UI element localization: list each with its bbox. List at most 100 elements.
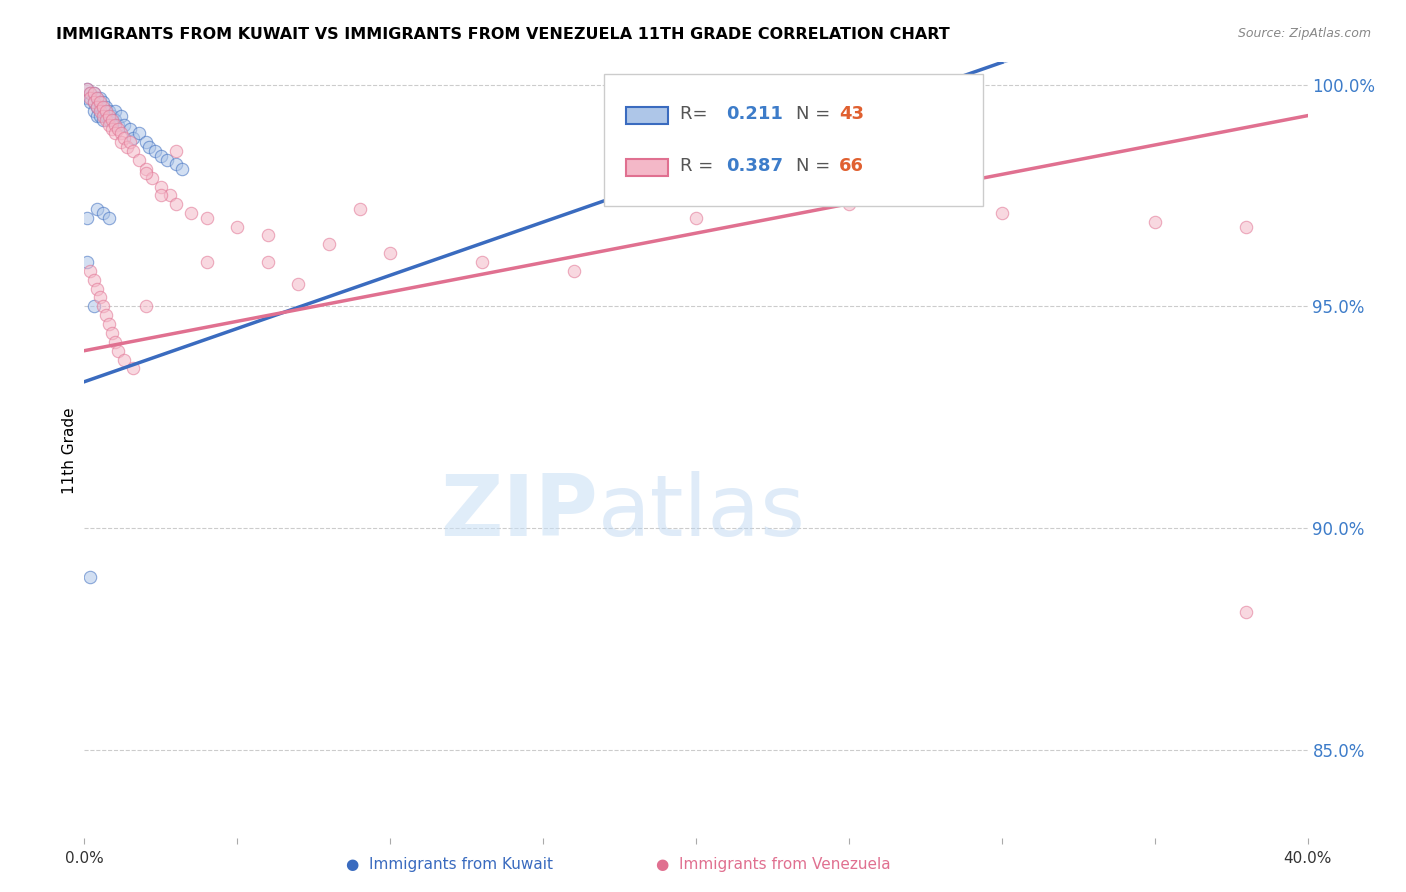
Point [94, 113, 117, 128]
Point [112, 118, 135, 132]
Point [76, 91, 98, 105]
Point [991, 206, 1014, 220]
Text: ZIP: ZIP [440, 471, 598, 554]
Point [83, 87, 105, 101]
Point [135, 135, 157, 149]
Point [195, 255, 218, 269]
Point [141, 170, 163, 185]
Point [97, 118, 120, 132]
Point [471, 255, 494, 269]
Point [149, 188, 172, 202]
Point [91, 104, 114, 119]
Point [76, 82, 98, 96]
Point [79, 87, 101, 101]
Point [685, 211, 707, 225]
Point [135, 166, 157, 180]
Point [149, 179, 172, 194]
Point [97, 104, 120, 119]
Point [101, 113, 124, 128]
Text: R=: R= [681, 105, 713, 123]
Point [226, 219, 249, 234]
Point [120, 122, 142, 136]
Point [89, 100, 111, 114]
Point [110, 127, 132, 141]
Point [86, 100, 108, 114]
Point [156, 153, 179, 167]
Point [91, 109, 114, 123]
Point [101, 326, 124, 340]
Point [86, 202, 108, 216]
Point [94, 104, 117, 119]
Point [318, 237, 340, 252]
Point [122, 131, 145, 145]
Point [135, 161, 157, 176]
Point [838, 197, 860, 211]
Point [101, 122, 124, 136]
Point [159, 188, 181, 202]
Point [104, 334, 127, 349]
Point [104, 113, 127, 128]
Point [107, 343, 129, 358]
Point [1236, 605, 1258, 619]
FancyBboxPatch shape [605, 74, 983, 206]
Point [89, 104, 111, 119]
Text: N =: N = [796, 157, 831, 176]
Point [101, 109, 124, 123]
Point [79, 95, 101, 110]
Point [83, 273, 105, 287]
Text: ●  Immigrants from Venezuela: ● Immigrants from Venezuela [657, 857, 890, 871]
Point [89, 95, 111, 110]
Point [86, 282, 108, 296]
Point [257, 228, 280, 243]
Point [1143, 215, 1166, 229]
Text: atlas: atlas [598, 471, 806, 554]
Point [76, 255, 98, 269]
Point [110, 135, 132, 149]
Text: N =: N = [796, 105, 831, 123]
Point [107, 122, 129, 136]
Point [135, 299, 157, 313]
FancyBboxPatch shape [626, 159, 668, 176]
Point [94, 109, 117, 123]
Point [97, 109, 120, 123]
Point [91, 100, 114, 114]
Point [79, 91, 101, 105]
Point [112, 352, 135, 367]
Point [562, 264, 585, 278]
Point [104, 127, 127, 141]
Point [104, 118, 127, 132]
Text: 66: 66 [839, 157, 865, 176]
Point [112, 131, 135, 145]
Text: 0.211: 0.211 [727, 105, 783, 123]
Point [380, 246, 402, 260]
Point [172, 161, 194, 176]
Point [97, 113, 120, 128]
Text: R =: R = [681, 157, 713, 176]
Point [86, 109, 108, 123]
Point [97, 317, 120, 331]
Point [120, 135, 142, 149]
Point [122, 361, 145, 376]
Point [76, 82, 98, 96]
Point [349, 202, 371, 216]
Point [83, 95, 105, 110]
Y-axis label: 11th Grade: 11th Grade [62, 407, 77, 494]
Point [86, 91, 108, 105]
Point [79, 87, 101, 101]
Point [97, 211, 120, 225]
Point [79, 570, 101, 584]
Point [128, 127, 150, 141]
Point [83, 299, 105, 313]
Point [287, 277, 309, 292]
Point [257, 255, 280, 269]
Point [165, 197, 187, 211]
Point [83, 104, 105, 119]
Point [143, 144, 166, 158]
Text: 43: 43 [839, 105, 865, 123]
Point [91, 95, 114, 110]
Point [83, 87, 105, 101]
Text: IMMIGRANTS FROM KUWAIT VS IMMIGRANTS FROM VENEZUELA 11TH GRADE CORRELATION CHART: IMMIGRANTS FROM KUWAIT VS IMMIGRANTS FRO… [56, 27, 950, 42]
Point [91, 299, 114, 313]
Point [94, 308, 117, 322]
Point [195, 211, 218, 225]
